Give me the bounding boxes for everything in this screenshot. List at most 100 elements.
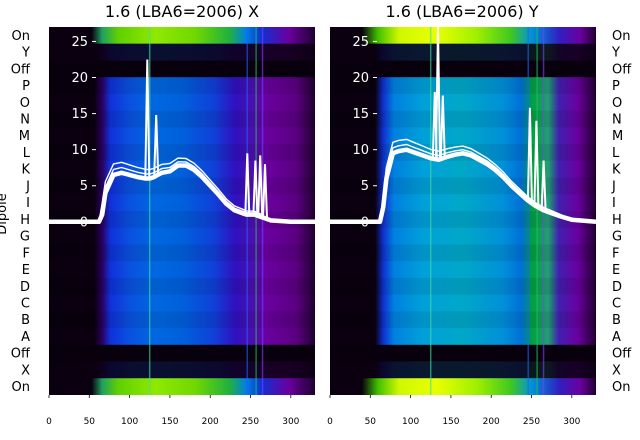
y-tick-label: 25 <box>71 35 88 50</box>
series-spike <box>144 59 151 179</box>
series-spike <box>257 155 264 217</box>
dipole-label: I <box>612 196 616 211</box>
x-tick-label: 100 <box>402 417 419 427</box>
heatmap-row-x <box>49 361 315 379</box>
y-tick-label: 5 <box>361 179 369 194</box>
dipole-label: M <box>612 129 623 144</box>
y-tick-label: 10 <box>71 143 88 158</box>
heatmap-row-shade <box>49 177 315 195</box>
dipole-label: O <box>20 96 30 111</box>
dipole-label: J <box>611 179 616 194</box>
dipole-label: Off <box>11 62 31 77</box>
heatmap-row-shade <box>330 244 596 262</box>
dipole-label: M <box>19 129 30 144</box>
y-tick-label: 15 <box>352 107 369 122</box>
heatmap-row-shade <box>330 311 596 329</box>
y-axis-label: Dipole <box>0 193 10 234</box>
heatmap-row-shade <box>330 110 596 128</box>
dipole-label: J <box>25 179 30 194</box>
dipole-label: C <box>612 297 621 312</box>
heatmap-row-shade <box>330 77 596 94</box>
y-tick-label: 15 <box>71 107 88 122</box>
heatmap-rfi-stripe <box>527 27 529 395</box>
heatmap-row-x <box>330 361 596 379</box>
panel-left-title: 1.6 (LBA6=2006) X <box>105 2 259 21</box>
dipole-label: H <box>612 213 622 228</box>
heatmap-row-shade <box>330 211 596 228</box>
dipole-label: Off <box>612 347 632 362</box>
heatmap-row-shade <box>49 311 315 329</box>
heatmap-row-y <box>330 43 596 61</box>
x-tick-label: 200 <box>202 417 219 427</box>
y-tick-label: 10 <box>352 143 369 158</box>
dipole-label: Off <box>11 347 31 362</box>
heatmap-row-on <box>330 378 596 395</box>
heatmap-row-on <box>330 27 596 44</box>
dipole-label: C <box>21 297 30 312</box>
x-tick-label: 150 <box>161 417 178 427</box>
heatmap-row-shade <box>49 277 315 295</box>
y-tick-label: 20 <box>352 71 369 86</box>
heatmap-row-shade <box>330 277 596 295</box>
dipole-label: On <box>612 29 630 44</box>
dipole-label: F <box>23 246 30 261</box>
dipole-label: A <box>612 330 621 345</box>
series-spike <box>540 160 547 211</box>
dipole-label: K <box>612 163 621 178</box>
dipole-label: E <box>612 263 620 278</box>
x-tick-label: 50 <box>84 417 96 427</box>
dipole-label: H <box>20 213 30 228</box>
y-tick-label: 20 <box>71 71 88 86</box>
heatmap-row-off <box>49 344 315 362</box>
series-spike <box>435 26 441 160</box>
x-tick-label: 300 <box>563 417 580 427</box>
x-tick-label: 0 <box>46 417 52 427</box>
dipole-label: P <box>22 79 30 94</box>
heatmap-row-on <box>49 27 315 44</box>
dipole-label: L <box>612 146 620 161</box>
dipole-label: X <box>612 363 621 378</box>
heatmap-row-shade <box>49 144 315 161</box>
dipole-label: On <box>12 29 30 44</box>
dipole-label: Y <box>611 46 620 61</box>
heatmap-rfi-stripe <box>148 27 151 395</box>
dipole-label: O <box>612 96 622 111</box>
dipole-label: Y <box>21 46 30 61</box>
dipole-label: K <box>21 163 30 178</box>
x-tick-label: 250 <box>523 417 540 427</box>
x-tick-label: 300 <box>282 417 299 427</box>
x-tick-label: 50 <box>365 417 377 427</box>
x-ticks-right: 0 50 100 150 200 250 300 <box>327 395 581 427</box>
dipole-label: B <box>21 313 30 328</box>
dipole-label: D <box>20 280 30 295</box>
series-spike <box>252 160 259 215</box>
dipole-label: On <box>612 380 630 395</box>
series-spike <box>262 164 268 219</box>
dipole-label: P <box>612 79 620 94</box>
heatmap-row-shade <box>49 77 315 94</box>
dipole-label: X <box>21 363 30 378</box>
x-tick-label: 150 <box>442 417 459 427</box>
x-tick-label: 0 <box>327 417 333 427</box>
dipole-label: L <box>23 146 31 161</box>
x-tick-label: 100 <box>121 417 138 427</box>
series-spike <box>244 153 251 215</box>
dipole-label: N <box>612 113 622 128</box>
dipole-label: G <box>20 230 30 245</box>
series-spike <box>526 107 533 202</box>
heatmap-row-on <box>49 378 315 395</box>
heatmap-rfi-stripe <box>429 27 432 395</box>
heatmap-rfi-stripe <box>536 27 538 395</box>
y-tick-label: 5 <box>80 179 88 194</box>
heatmap-row-shade <box>49 244 315 262</box>
series-spike <box>533 120 540 207</box>
dipole-label: On <box>12 380 30 395</box>
series-line <box>330 147 597 225</box>
y-tick-label: 25 <box>352 35 369 50</box>
